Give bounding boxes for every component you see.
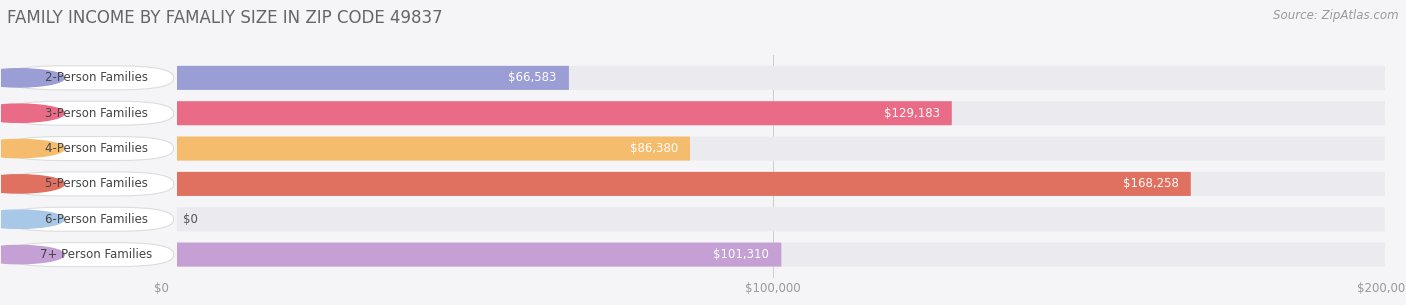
Text: FAMILY INCOME BY FAMALIY SIZE IN ZIP CODE 49837: FAMILY INCOME BY FAMALIY SIZE IN ZIP COD… [7,9,443,27]
FancyBboxPatch shape [162,101,952,125]
FancyBboxPatch shape [162,242,1385,267]
FancyBboxPatch shape [6,242,174,267]
FancyBboxPatch shape [6,137,174,160]
FancyBboxPatch shape [162,172,1191,196]
FancyBboxPatch shape [6,172,174,196]
Circle shape [0,104,65,122]
Text: 2-Person Families: 2-Person Families [45,71,148,84]
Text: $168,258: $168,258 [1122,178,1178,190]
FancyBboxPatch shape [162,137,690,160]
Text: 5-Person Families: 5-Person Families [45,178,148,190]
Text: $0: $0 [183,213,198,226]
FancyBboxPatch shape [162,242,782,267]
Text: Source: ZipAtlas.com: Source: ZipAtlas.com [1274,9,1399,22]
Circle shape [0,139,65,158]
Text: $86,380: $86,380 [630,142,678,155]
Text: 3-Person Families: 3-Person Families [45,107,148,120]
FancyBboxPatch shape [162,172,1385,196]
FancyBboxPatch shape [6,101,174,125]
FancyBboxPatch shape [6,66,174,90]
FancyBboxPatch shape [162,66,569,90]
FancyBboxPatch shape [162,207,1385,231]
Text: 4-Person Families: 4-Person Families [45,142,148,155]
Circle shape [0,175,65,193]
Text: $101,310: $101,310 [713,248,769,261]
FancyBboxPatch shape [162,66,1385,90]
FancyBboxPatch shape [6,207,174,231]
Circle shape [0,246,65,264]
FancyBboxPatch shape [162,137,1385,160]
Circle shape [0,69,65,87]
Text: 6-Person Families: 6-Person Families [45,213,148,226]
FancyBboxPatch shape [162,101,1385,125]
Text: 7+ Person Families: 7+ Person Families [41,248,152,261]
Text: $66,583: $66,583 [509,71,557,84]
Circle shape [0,210,65,228]
Text: $129,183: $129,183 [883,107,939,120]
